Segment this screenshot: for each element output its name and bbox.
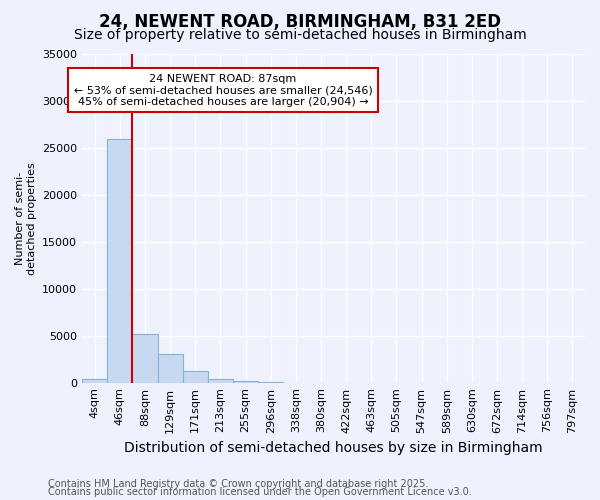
Bar [82, 379, 107, 382]
Bar [133, 334, 158, 382]
Text: 24 NEWENT ROAD: 87sqm
← 53% of semi-detached houses are smaller (24,546)
45% of : 24 NEWENT ROAD: 87sqm ← 53% of semi-deta… [74, 74, 373, 107]
Text: 24, NEWENT ROAD, BIRMINGHAM, B31 2ED: 24, NEWENT ROAD, BIRMINGHAM, B31 2ED [99, 12, 501, 30]
Text: Contains public sector information licensed under the Open Government Licence v3: Contains public sector information licen… [48, 487, 472, 497]
Text: Size of property relative to semi-detached houses in Birmingham: Size of property relative to semi-detach… [74, 28, 526, 42]
X-axis label: Distribution of semi-detached houses by size in Birmingham: Distribution of semi-detached houses by … [124, 441, 543, 455]
Bar [107, 138, 133, 382]
Bar [158, 354, 183, 382]
Bar [233, 381, 258, 382]
Bar [208, 379, 233, 382]
Text: Contains HM Land Registry data © Crown copyright and database right 2025.: Contains HM Land Registry data © Crown c… [48, 479, 428, 489]
Bar [183, 372, 208, 382]
Y-axis label: Number of semi-
detached properties: Number of semi- detached properties [15, 162, 37, 274]
